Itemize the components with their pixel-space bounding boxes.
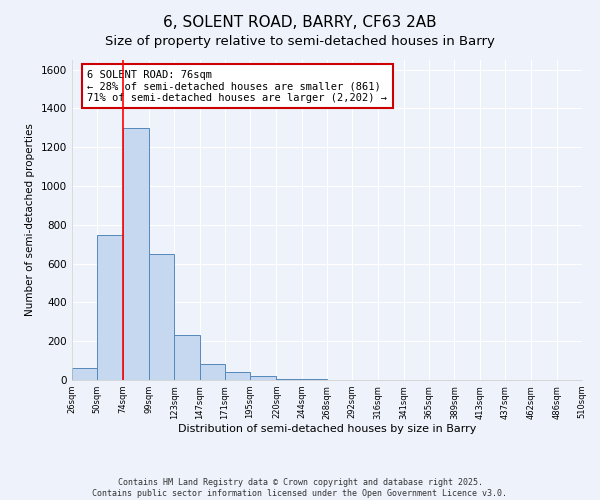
Bar xyxy=(97,234,122,380)
Bar xyxy=(122,128,149,380)
Bar xyxy=(199,364,225,380)
Text: 6 SOLENT ROAD: 76sqm
← 28% of semi-detached houses are smaller (861)
71% of semi: 6 SOLENT ROAD: 76sqm ← 28% of semi-detac… xyxy=(88,70,388,103)
Y-axis label: Number of semi-detached properties: Number of semi-detached properties xyxy=(25,124,35,316)
Text: Contains HM Land Registry data © Crown copyright and database right 2025.
Contai: Contains HM Land Registry data © Crown c… xyxy=(92,478,508,498)
Text: 6, SOLENT ROAD, BARRY, CF63 2AB: 6, SOLENT ROAD, BARRY, CF63 2AB xyxy=(163,15,437,30)
X-axis label: Distribution of semi-detached houses by size in Barry: Distribution of semi-detached houses by … xyxy=(178,424,476,434)
Bar xyxy=(72,368,97,380)
Bar xyxy=(277,379,302,380)
Bar xyxy=(174,336,199,380)
Bar xyxy=(149,254,174,380)
Text: Size of property relative to semi-detached houses in Barry: Size of property relative to semi-detach… xyxy=(105,35,495,48)
Bar xyxy=(225,372,250,380)
Bar xyxy=(250,376,277,380)
